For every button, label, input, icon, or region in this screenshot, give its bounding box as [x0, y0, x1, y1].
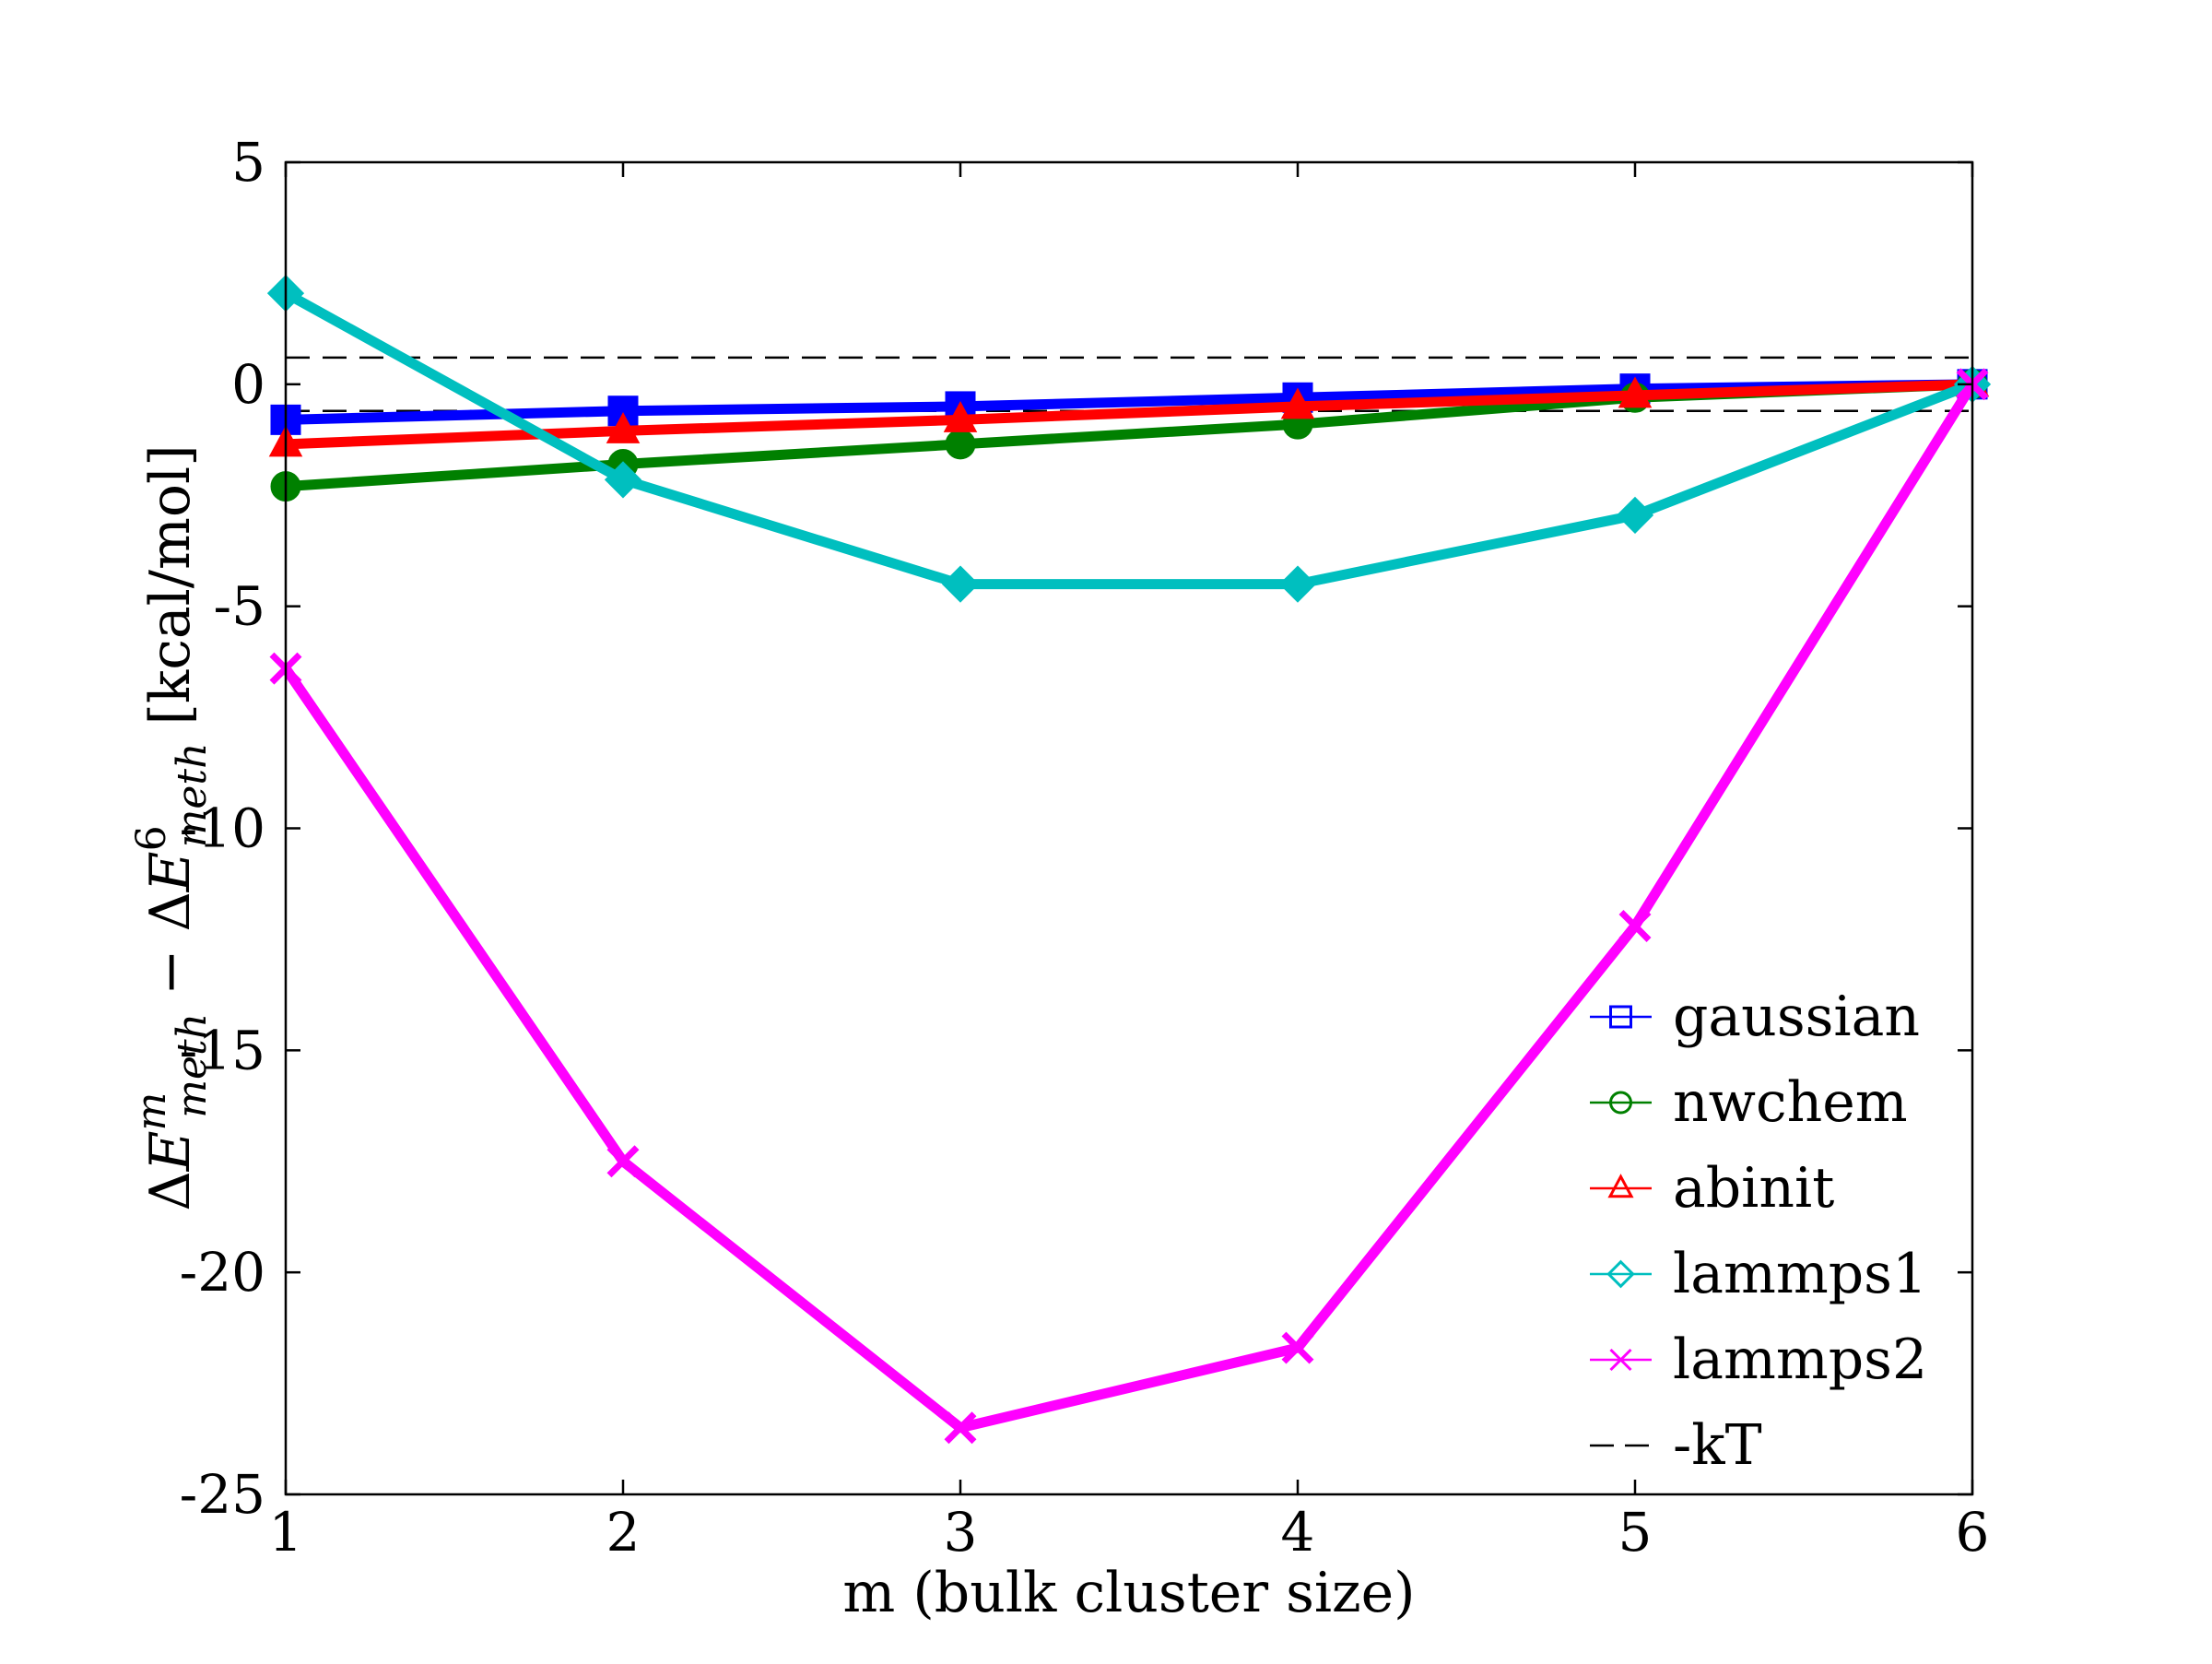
x-tick-label: 2 [606, 1501, 641, 1564]
y-tick-label: -20 [180, 1241, 265, 1304]
x-tick-label: 5 [1618, 1501, 1653, 1564]
x-tick-label: 6 [1956, 1501, 1990, 1564]
tick-labels: 1 2 3 4 5 6 5 0 -5 -10 -15 -20 -25 [180, 131, 1990, 1564]
x-tick-label: 3 [944, 1501, 978, 1564]
y-label-sub-2: meth [169, 743, 216, 848]
series-line-lammps1 [283, 289, 1974, 590]
data-point-lammps1 [941, 565, 980, 603]
y-tick-label: -5 [214, 575, 266, 638]
legend-label: gaussian [1673, 985, 1920, 1049]
data-point-lammps2 [944, 1411, 977, 1445]
x-tick-label: 4 [1281, 1501, 1315, 1564]
series-line-gaussian [285, 379, 1973, 425]
legend-item-abinit: abinit [1590, 1156, 1834, 1221]
legend-marker [1609, 1091, 1632, 1115]
legend-label: nwchem [1673, 1070, 1908, 1135]
y-label-delta-2: Δ [138, 891, 203, 931]
y-label-delta-1: Δ [138, 1171, 203, 1210]
y-tick-label: 0 [231, 353, 265, 416]
y-label-sup-1: m [128, 1092, 175, 1131]
y-label-sup-2: 6 [128, 825, 175, 851]
legend-item-lammps2: lammps2 [1590, 1328, 1927, 1392]
legend-marker [1606, 1259, 1635, 1289]
series-lammps1 [266, 274, 1992, 603]
legend-marker [1609, 1005, 1632, 1029]
legend-item-kT: -kT [1590, 1413, 1762, 1478]
data-point-lammps2 [1618, 909, 1652, 942]
legend-label: abinit [1673, 1156, 1834, 1221]
data-point-lammps1 [1278, 565, 1317, 603]
axis-ticks [284, 160, 1974, 1496]
y-label-e-1: E [138, 1130, 203, 1172]
x-tick-label: 1 [269, 1501, 303, 1564]
y-tick-label: 5 [231, 131, 265, 194]
legend-item-nwchem: nwchem [1590, 1070, 1908, 1135]
legend-label: lammps2 [1673, 1328, 1927, 1392]
y-tick-label: -25 [180, 1463, 265, 1526]
y-tick-label: -15 [180, 1019, 265, 1081]
legend-marker [1607, 1174, 1634, 1198]
y-tick-label: -10 [180, 797, 265, 860]
legend-label: lammps1 [1673, 1242, 1927, 1306]
x-axis-title: m (bulk cluster size) [842, 1561, 1415, 1625]
legend-label: -kT [1673, 1413, 1762, 1478]
series-line-abinit [285, 379, 1973, 450]
data-point-abinit [1280, 387, 1315, 419]
series-line-lammps2 [281, 381, 1977, 1434]
legend-item-gaussian: gaussian [1590, 985, 1920, 1049]
legend-item-lammps1: lammps1 [1590, 1242, 1927, 1306]
y-label-sub-1: meth [169, 1013, 216, 1118]
data-point-abinit [1618, 376, 1653, 408]
data-point-abinit [943, 400, 978, 432]
y-label-e-2: E [138, 851, 203, 892]
data-point-lammps1 [604, 461, 642, 499]
legend-marker [1609, 1348, 1632, 1372]
data-point-abinit [606, 411, 641, 443]
y-label-units: [kcal/mol] [138, 444, 203, 742]
data-point-lammps1 [1616, 496, 1654, 535]
data-point-nwchem [945, 429, 976, 460]
legend: gaussian nwchem abinit lammps1 lammps2 -kT [1590, 985, 1927, 1478]
y-label-minus: − [138, 932, 203, 1013]
data-point-lammps2 [606, 1145, 640, 1178]
series-group [266, 274, 1992, 1445]
y-axis-title: ΔEmmeth − ΔE6meth [kcal/mol] [128, 444, 216, 1210]
data-point-lammps2 [1281, 1331, 1314, 1364]
